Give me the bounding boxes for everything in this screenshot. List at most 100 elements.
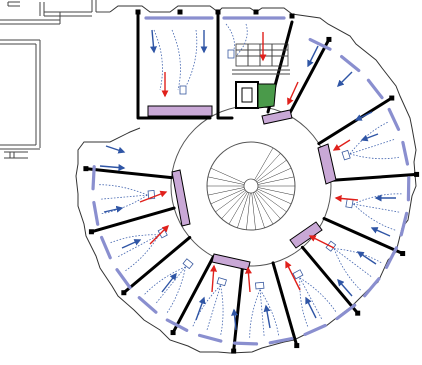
blue-arrow (103, 205, 124, 213)
top-wall-fragments (7, 0, 110, 17)
supply-arrows (99, 29, 396, 331)
airflow-line (183, 29, 198, 91)
airflow-line (299, 277, 309, 328)
duct-north-east (261, 109, 293, 125)
window (401, 140, 410, 166)
window (335, 303, 357, 321)
airflow-line (171, 29, 181, 91)
blue-arrow (354, 111, 373, 121)
window (165, 318, 189, 332)
radial-wall (322, 217, 405, 256)
red-arrow (334, 195, 359, 202)
airflow-line (249, 289, 261, 338)
duct-east-upper (317, 143, 337, 185)
room-ventilation-unit (345, 198, 354, 209)
room-ventilation-unit (227, 49, 235, 59)
airflow-lines (99, 23, 403, 338)
blue-arrow (356, 251, 377, 265)
facade-windows (91, 16, 411, 346)
facade-post (170, 330, 176, 336)
window (92, 200, 100, 226)
window (363, 277, 381, 298)
airflow-line (220, 285, 224, 336)
window (232, 341, 259, 346)
radial-wall (317, 96, 394, 146)
window (91, 165, 96, 191)
stair-tread (256, 159, 287, 183)
stair-tread (251, 192, 256, 230)
room-ventilation-unit (157, 227, 168, 239)
airflow-line (116, 234, 160, 258)
stair-tread (257, 167, 292, 184)
red-arrow (244, 266, 252, 293)
stair-tread (255, 153, 281, 181)
window (100, 235, 112, 260)
blue-arrow (99, 164, 126, 172)
facade-posts (83, 9, 420, 354)
stair-tread (254, 191, 274, 225)
airflow-line (353, 193, 403, 205)
blue-arrow (370, 227, 391, 237)
blue-arrow (150, 29, 157, 54)
facade-post (253, 9, 259, 15)
stair-tread (210, 188, 245, 205)
duct-north-room (147, 105, 213, 117)
blue-arrow (337, 278, 353, 297)
radial-wall (84, 167, 173, 180)
stair-tread (210, 167, 245, 184)
blue-arrow (305, 296, 317, 319)
stair-tread (246, 192, 251, 230)
airflow-line (124, 234, 160, 272)
radial-wall (271, 261, 299, 348)
facade-post (389, 95, 395, 101)
airflow-line (349, 138, 396, 155)
red-arrow (285, 260, 301, 291)
blue-arrow (263, 304, 271, 329)
window (268, 337, 294, 345)
window (366, 78, 384, 100)
airflow-line (235, 23, 248, 57)
radial-wall (287, 37, 331, 117)
facade-post (121, 290, 127, 296)
room-ventilation-unit (255, 281, 265, 290)
airflow-line (192, 285, 221, 327)
window (308, 37, 332, 51)
stair-tread (221, 191, 247, 219)
stair-tread (257, 187, 295, 196)
radial-wall (300, 245, 360, 315)
airflow-line (155, 266, 186, 305)
radial-wall (122, 235, 192, 295)
stair-tread (252, 192, 265, 228)
facade-post (414, 171, 420, 177)
airflow-line (349, 153, 401, 160)
stair-tread (207, 187, 245, 196)
window (303, 323, 327, 337)
supply-ducts (147, 105, 337, 271)
stair-tread (257, 188, 292, 205)
facade-post (355, 310, 361, 316)
facade-post (326, 36, 332, 42)
facade-post (294, 343, 300, 349)
blue-arrow (195, 296, 206, 321)
north-core (136, 10, 294, 120)
stair-tread (237, 192, 250, 228)
red-arrow (210, 264, 218, 293)
radial-wall (89, 206, 176, 234)
airflow-line (99, 184, 148, 196)
window (399, 211, 409, 237)
blue-arrow (337, 71, 353, 87)
airflow-line (334, 248, 383, 264)
radial-wall (329, 172, 419, 182)
window (387, 107, 401, 131)
airflow-line (206, 285, 221, 332)
room-ventilation-unit (341, 149, 351, 161)
blue-arrow (161, 272, 177, 293)
blue-arrow (231, 308, 239, 331)
stair-tread (257, 176, 295, 185)
ventilation-shaft (257, 83, 277, 109)
radial-wall (232, 264, 245, 353)
airflow-line (353, 203, 397, 231)
stair-tread (256, 189, 287, 213)
stair-tread (254, 147, 274, 181)
blue-arrow (307, 45, 319, 68)
